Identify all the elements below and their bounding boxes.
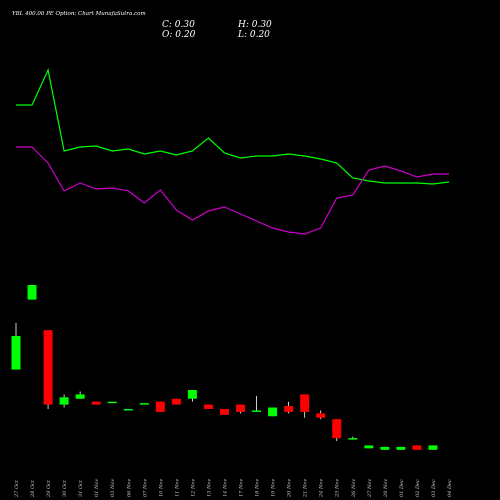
- x-tick-label: 03 Nov: [110, 479, 116, 497]
- x-tick-label: 11 Nov: [174, 479, 180, 497]
- x-tick-label: 01 Nov: [94, 479, 100, 497]
- candle-body: [203, 404, 213, 409]
- indicator-lines: [16, 68, 450, 235]
- candle-body: [187, 390, 197, 399]
- x-tick-label: 19 Nov: [271, 479, 277, 497]
- x-tick-label: 12 Nov: [190, 479, 196, 497]
- candle-body: [75, 394, 85, 399]
- low-label: L: 0.20: [237, 30, 270, 40]
- candle-body: [139, 403, 149, 405]
- x-tick-label: 18 Nov: [255, 479, 261, 497]
- x-tick-label: 03 Dec: [431, 479, 437, 497]
- x-tick-label: 17 Nov: [239, 479, 245, 497]
- magenta-indicator-line: [16, 146, 449, 235]
- x-tick-label: 28 Nov: [383, 479, 389, 498]
- x-tick-label: 30 Oct: [62, 479, 68, 497]
- candle-body: [252, 410, 262, 412]
- x-tick-label: 06 Nov: [126, 479, 132, 497]
- candle-body: [364, 445, 374, 449]
- x-tick-label: 27 Oct: [14, 479, 20, 498]
- x-tick-label: 24 Nov: [319, 479, 325, 498]
- x-tick-label: 04 Dec: [447, 479, 453, 497]
- candle-body: [107, 401, 117, 404]
- x-tick-label: 02 Dec: [415, 479, 421, 497]
- candle-body: [219, 408, 229, 415]
- x-tick-label: 26 Nov: [351, 479, 357, 498]
- x-tick-label: 20 Nov: [287, 479, 293, 498]
- candle-body: [396, 446, 406, 450]
- candle-body: [59, 397, 69, 405]
- x-tick-label: 21 Nov: [303, 479, 309, 498]
- x-tick-label: 28 Oct: [30, 479, 36, 498]
- candle-body: [155, 401, 165, 412]
- candle-body: [348, 438, 358, 440]
- candle-body: [284, 406, 294, 412]
- candle-body: [428, 445, 438, 450]
- x-tick-label: 01 Dec: [399, 479, 405, 497]
- chart-title: YBL 400.00 PE Option: Chart MunafaSutra.…: [12, 11, 146, 17]
- candle-body: [316, 413, 326, 418]
- open-label: O: 0.20: [162, 30, 196, 40]
- candle-body: [268, 407, 278, 417]
- candle-body: [332, 419, 342, 439]
- candle-body: [171, 398, 181, 405]
- candle-body: [412, 445, 422, 450]
- x-tick-label: 14 Nov: [222, 479, 228, 497]
- candle-body: [43, 330, 53, 405]
- candles: [11, 285, 438, 450]
- x-tick-label: 31 Oct: [78, 479, 84, 497]
- candle-body: [300, 394, 310, 412]
- green-indicator-line: [16, 68, 450, 185]
- candle-body: [27, 285, 37, 300]
- x-tick-label: 29 Oct: [46, 479, 52, 498]
- candle-body: [123, 408, 133, 411]
- x-tick-label: 13 Nov: [206, 479, 212, 497]
- candle-body: [380, 446, 390, 450]
- x-tick-label: 25 Nov: [335, 479, 341, 498]
- candle-body: [91, 401, 101, 405]
- close-label: C: 0.30: [162, 20, 195, 30]
- x-tick-label: 07 Nov: [142, 479, 148, 497]
- x-tick-label: 27 Nov: [367, 479, 373, 498]
- high-label: H: 0.30: [237, 20, 272, 30]
- x-tick-label: 10 Nov: [158, 479, 164, 497]
- candle-body: [236, 404, 246, 412]
- x-axis-labels: 27 Oct 28 Oct 29 Oct 30 Oct 31 Oct 01 Nov 03 N…: [14, 479, 453, 498]
- candle-body: [11, 336, 21, 370]
